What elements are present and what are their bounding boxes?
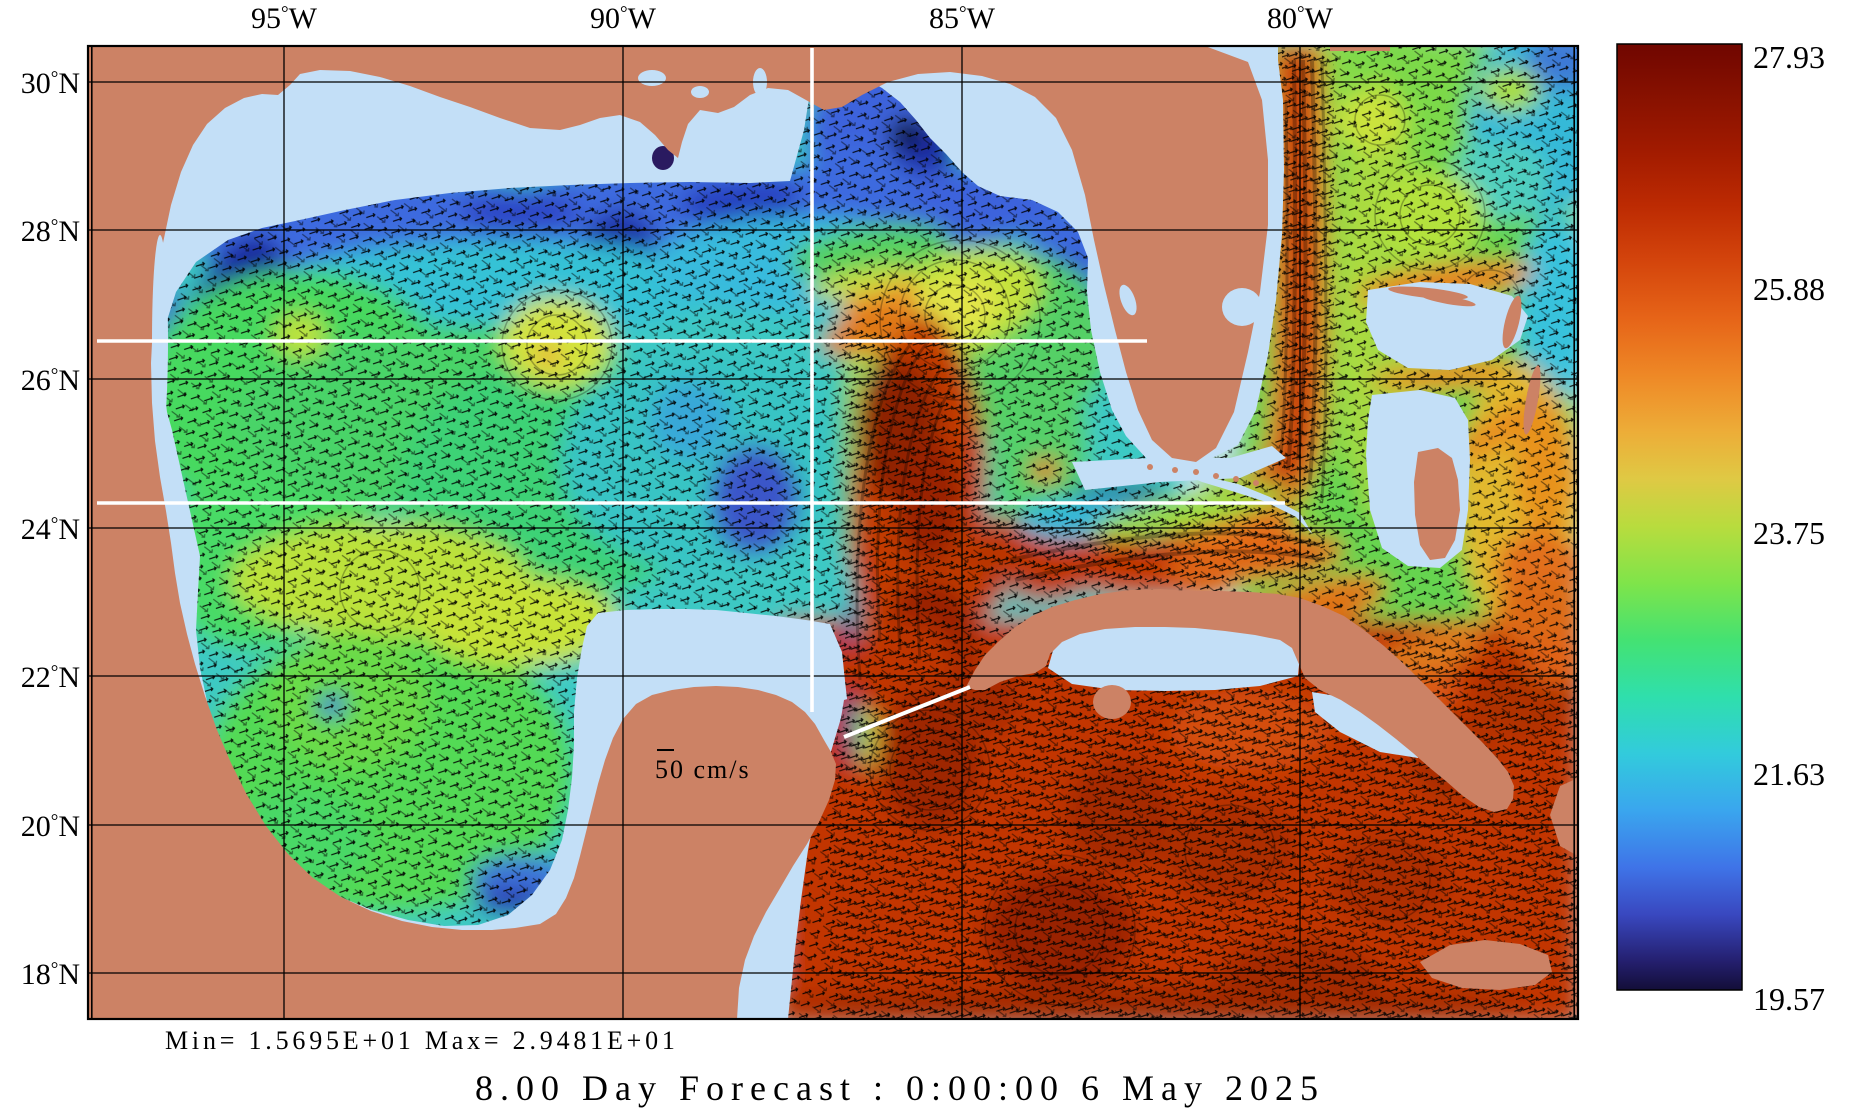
svg-text:19.57: 19.57: [1753, 981, 1825, 1017]
svg-text:90°W: 90°W: [590, 2, 657, 35]
svg-text:Min= 1.5695E+01 Max= 2.948: Min= 1.5695E+01 Max= 2.9481E+01: [165, 1026, 679, 1055]
svg-text:85°W: 85°W: [929, 2, 996, 35]
svg-text:50 cm/s: 50 cm/s: [655, 755, 751, 784]
svg-text:30°N: 30°N: [21, 67, 80, 100]
svg-text:18°N: 18°N: [21, 958, 80, 991]
svg-text:25.88: 25.88: [1753, 271, 1825, 307]
svg-text:24°N: 24°N: [21, 513, 80, 546]
svg-text:22°N: 22°N: [21, 661, 80, 694]
svg-text:95°W: 95°W: [251, 2, 318, 35]
svg-text:21.63: 21.63: [1753, 756, 1825, 792]
svg-text:80°W: 80°W: [1267, 2, 1334, 35]
svg-text:20°N: 20°N: [21, 810, 80, 843]
svg-text:23.75: 23.75: [1753, 515, 1825, 551]
svg-text:28°N: 28°N: [21, 215, 80, 248]
svg-text:26°N: 26°N: [21, 364, 80, 397]
svg-text:27.93: 27.93: [1753, 39, 1825, 75]
svg-text:8.00 Day Forecast : 0:00:00: 8.00 Day Forecast : 0:00:00 6 May 2025: [475, 1068, 1325, 1108]
